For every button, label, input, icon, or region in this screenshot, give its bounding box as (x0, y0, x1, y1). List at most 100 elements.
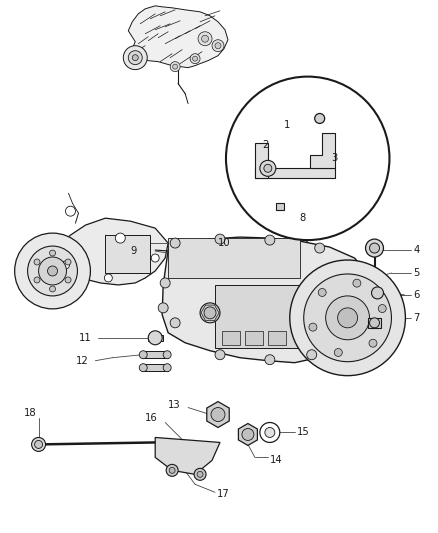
FancyBboxPatch shape (268, 331, 286, 345)
Text: 4: 4 (413, 245, 420, 255)
Circle shape (32, 438, 46, 451)
Circle shape (353, 279, 361, 287)
Text: 8: 8 (300, 213, 306, 223)
Circle shape (169, 467, 175, 473)
Circle shape (170, 318, 180, 328)
Polygon shape (310, 133, 335, 168)
FancyBboxPatch shape (222, 331, 240, 345)
Text: 6: 6 (413, 290, 420, 300)
Circle shape (190, 54, 200, 63)
Circle shape (65, 277, 71, 283)
Circle shape (49, 286, 56, 292)
Text: 17: 17 (217, 489, 230, 499)
Circle shape (200, 303, 220, 323)
Circle shape (158, 303, 168, 313)
Circle shape (65, 259, 71, 265)
Polygon shape (49, 218, 168, 285)
Polygon shape (106, 235, 150, 273)
Circle shape (194, 469, 206, 480)
Polygon shape (142, 364, 168, 370)
Circle shape (212, 40, 224, 52)
Circle shape (34, 259, 40, 265)
Circle shape (151, 254, 159, 262)
Circle shape (264, 164, 272, 172)
Text: 14: 14 (270, 455, 283, 465)
Circle shape (265, 355, 275, 365)
Circle shape (318, 288, 326, 296)
Circle shape (215, 234, 225, 244)
Text: 3: 3 (332, 154, 338, 163)
Circle shape (290, 260, 406, 376)
Circle shape (378, 304, 386, 312)
Circle shape (139, 364, 147, 372)
Circle shape (326, 296, 370, 340)
Polygon shape (162, 237, 370, 362)
Circle shape (242, 429, 254, 440)
Circle shape (304, 274, 392, 362)
Polygon shape (148, 335, 163, 341)
Circle shape (204, 307, 216, 319)
Circle shape (260, 423, 280, 442)
Polygon shape (367, 318, 381, 328)
Circle shape (173, 64, 178, 69)
Circle shape (104, 274, 112, 282)
Text: 13: 13 (168, 400, 181, 409)
Polygon shape (255, 168, 335, 178)
Text: 9: 9 (130, 246, 137, 256)
Circle shape (211, 408, 225, 422)
Text: 10: 10 (218, 238, 231, 248)
Circle shape (139, 351, 147, 359)
Circle shape (338, 308, 357, 328)
Circle shape (307, 350, 317, 360)
Circle shape (215, 43, 221, 49)
Circle shape (197, 471, 203, 478)
Polygon shape (168, 238, 300, 278)
Circle shape (371, 287, 384, 299)
Circle shape (39, 257, 67, 285)
Text: 12: 12 (75, 356, 88, 366)
Circle shape (309, 323, 317, 331)
Polygon shape (142, 351, 168, 358)
Circle shape (201, 35, 208, 42)
Circle shape (265, 427, 275, 438)
Polygon shape (238, 424, 258, 446)
Circle shape (66, 206, 75, 216)
Text: 5: 5 (413, 268, 420, 278)
Circle shape (128, 51, 142, 64)
FancyBboxPatch shape (245, 331, 263, 345)
Polygon shape (276, 203, 284, 210)
Circle shape (61, 261, 70, 269)
Circle shape (49, 250, 56, 256)
Circle shape (48, 266, 57, 276)
Circle shape (14, 233, 90, 309)
Circle shape (35, 440, 42, 448)
Circle shape (226, 77, 389, 240)
Circle shape (369, 339, 377, 347)
Polygon shape (155, 438, 220, 474)
Polygon shape (215, 285, 310, 348)
Circle shape (163, 364, 171, 372)
Circle shape (370, 243, 379, 253)
Circle shape (193, 56, 198, 61)
Text: 2: 2 (262, 140, 268, 150)
Polygon shape (255, 143, 268, 178)
Circle shape (370, 318, 379, 328)
Circle shape (215, 350, 225, 360)
Circle shape (260, 160, 276, 176)
Circle shape (314, 114, 325, 124)
Text: 16: 16 (145, 413, 158, 423)
Polygon shape (207, 401, 229, 427)
Circle shape (366, 239, 384, 257)
Circle shape (160, 278, 170, 288)
Circle shape (34, 277, 40, 283)
Circle shape (115, 233, 125, 243)
Text: 11: 11 (78, 333, 91, 343)
Circle shape (132, 55, 138, 61)
Circle shape (314, 243, 325, 253)
Circle shape (334, 349, 342, 357)
Circle shape (163, 351, 171, 359)
Text: 18: 18 (24, 408, 37, 417)
Circle shape (28, 246, 78, 296)
Text: 1: 1 (284, 120, 290, 131)
Polygon shape (127, 6, 228, 68)
